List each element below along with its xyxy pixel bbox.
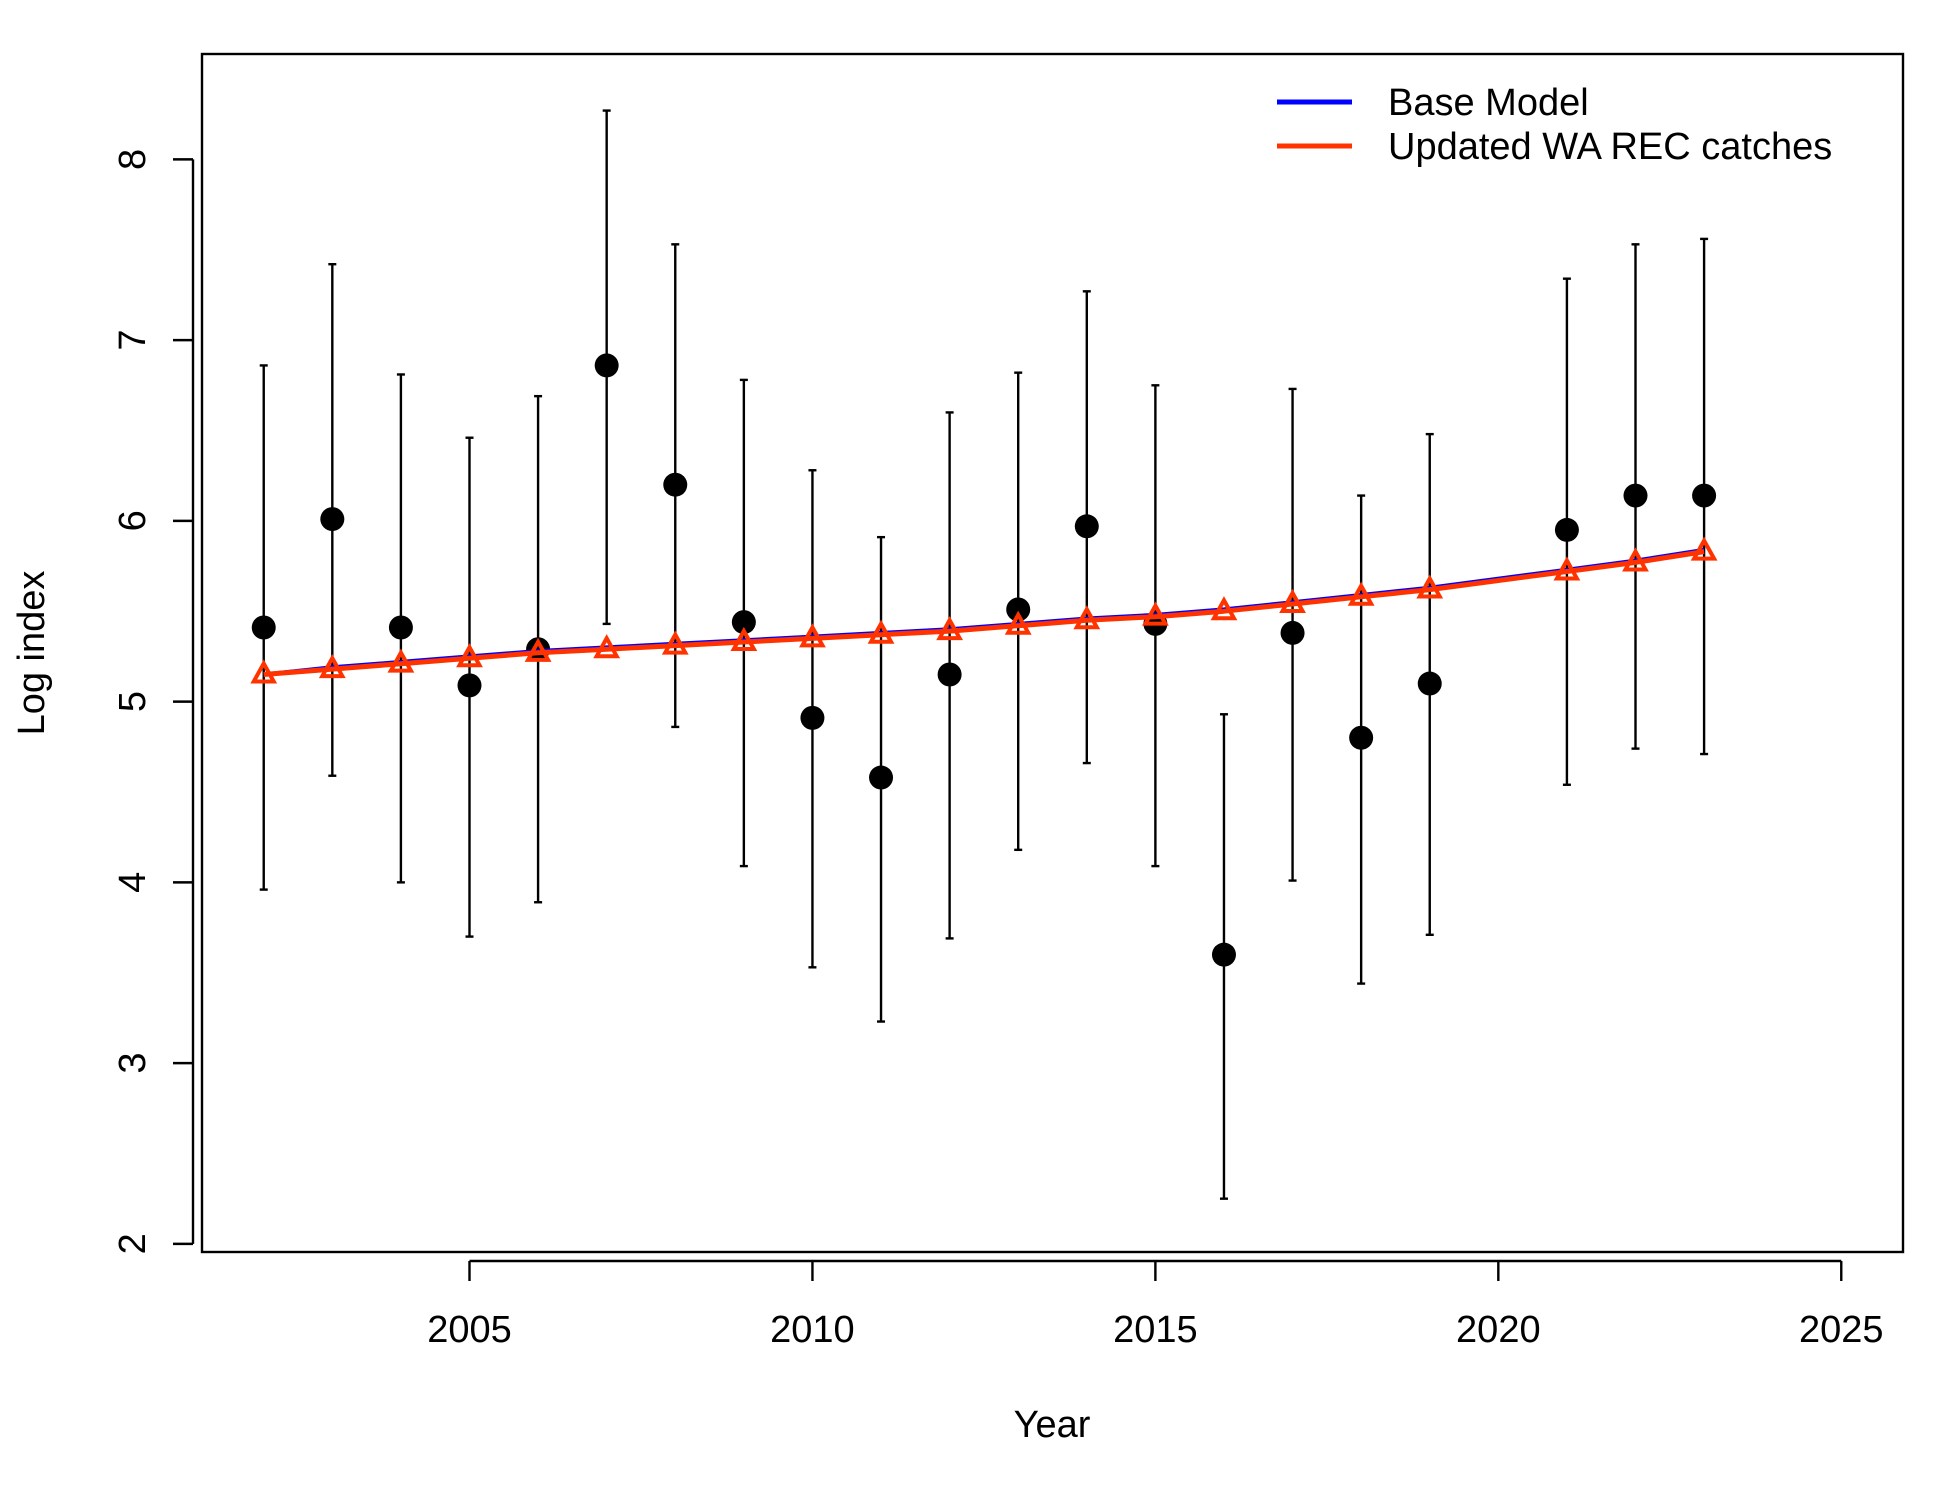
x-tick-label: 2010 bbox=[770, 1309, 855, 1351]
legend-label-base-model: Base Model bbox=[1388, 82, 1589, 124]
series-point-updated-wa-rec-catches bbox=[1553, 556, 1581, 581]
y-tick-label: 8 bbox=[112, 149, 154, 170]
x-axis-label: Year bbox=[1014, 1404, 1091, 1446]
x-tick-label: 2015 bbox=[1113, 1309, 1198, 1351]
observed-point bbox=[731, 610, 756, 635]
observed-point bbox=[1623, 483, 1648, 508]
series-point-updated-wa-rec-catches bbox=[524, 637, 552, 662]
observed-point bbox=[251, 615, 276, 640]
y-axis: 2 3 4 5 6 7 8 bbox=[112, 149, 195, 1254]
y-axis-label: Log index bbox=[11, 571, 53, 736]
observed-point bbox=[388, 615, 413, 640]
observed-point bbox=[663, 472, 688, 497]
observed-point bbox=[320, 507, 345, 532]
y-tick-label: 7 bbox=[112, 330, 154, 351]
observed-point bbox=[1349, 725, 1374, 750]
series-line-updated-wa-rec-catches bbox=[263, 549, 1705, 677]
series-point-updated-wa-rec-catches bbox=[1141, 601, 1169, 626]
series-point-updated-wa-rec-catches bbox=[1622, 547, 1649, 572]
plot-frame bbox=[200, 52, 1905, 1254]
observed-point bbox=[1554, 517, 1579, 542]
observed-point bbox=[937, 662, 962, 687]
observed-point bbox=[594, 353, 619, 378]
series-point-updated-wa-rec-catches bbox=[456, 643, 483, 668]
series-point-updated-wa-rec-catches bbox=[1073, 605, 1101, 630]
observed-point bbox=[1211, 942, 1236, 967]
x-tick-label: 2025 bbox=[1799, 1309, 1884, 1351]
series-point-updated-wa-rec-catches bbox=[318, 653, 346, 679]
x-tick-label: 2005 bbox=[427, 1309, 512, 1351]
series-point-updated-wa-rec-catches bbox=[1004, 610, 1032, 635]
series-point-updated-wa-rec-catches bbox=[593, 634, 621, 659]
series-point-updated-wa-rec-catches bbox=[936, 616, 964, 641]
observed-point bbox=[1074, 514, 1099, 539]
observed-point bbox=[1280, 620, 1305, 645]
y-tick-label: 6 bbox=[112, 510, 154, 531]
x-tick-label: 2020 bbox=[1456, 1309, 1541, 1351]
series-point-updated-wa-rec-catches bbox=[661, 630, 689, 655]
series-point-updated-wa-rec-catches bbox=[867, 619, 895, 644]
series-point-updated-wa-rec-catches bbox=[250, 659, 278, 684]
y-tick-label: 5 bbox=[112, 691, 154, 712]
y-tick-label: 3 bbox=[112, 1053, 154, 1074]
series-point-updated-wa-rec-catches bbox=[1690, 536, 1718, 561]
series-point-updated-wa-rec-catches bbox=[730, 626, 758, 651]
observed-point bbox=[1692, 483, 1717, 508]
legend-label-updated-wa-rec-catches: Updated WA REC catches bbox=[1388, 126, 1832, 168]
observed-point bbox=[1006, 597, 1031, 622]
x-axis: 2005 2010 2015 2020 2025 bbox=[427, 1259, 1884, 1351]
observed-point bbox=[1417, 671, 1442, 696]
series-point-updated-wa-rec-catches bbox=[1279, 588, 1306, 614]
series-point-updated-wa-rec-catches bbox=[387, 648, 415, 673]
series-point-updated-wa-rec-catches bbox=[1416, 574, 1444, 599]
observed-point bbox=[869, 765, 894, 790]
y-tick-label: 2 bbox=[112, 1233, 154, 1254]
series-point-updated-wa-rec-catches bbox=[1210, 596, 1238, 621]
legend: Base Model Updated WA REC catches bbox=[1277, 82, 1832, 168]
y-tick-label: 4 bbox=[112, 872, 154, 893]
series-point-updated-wa-rec-catches bbox=[799, 623, 826, 648]
plot-area bbox=[250, 109, 1718, 1200]
series-point-updated-wa-rec-catches bbox=[1347, 581, 1375, 606]
observed-point bbox=[457, 673, 482, 698]
observed-point bbox=[800, 705, 825, 730]
